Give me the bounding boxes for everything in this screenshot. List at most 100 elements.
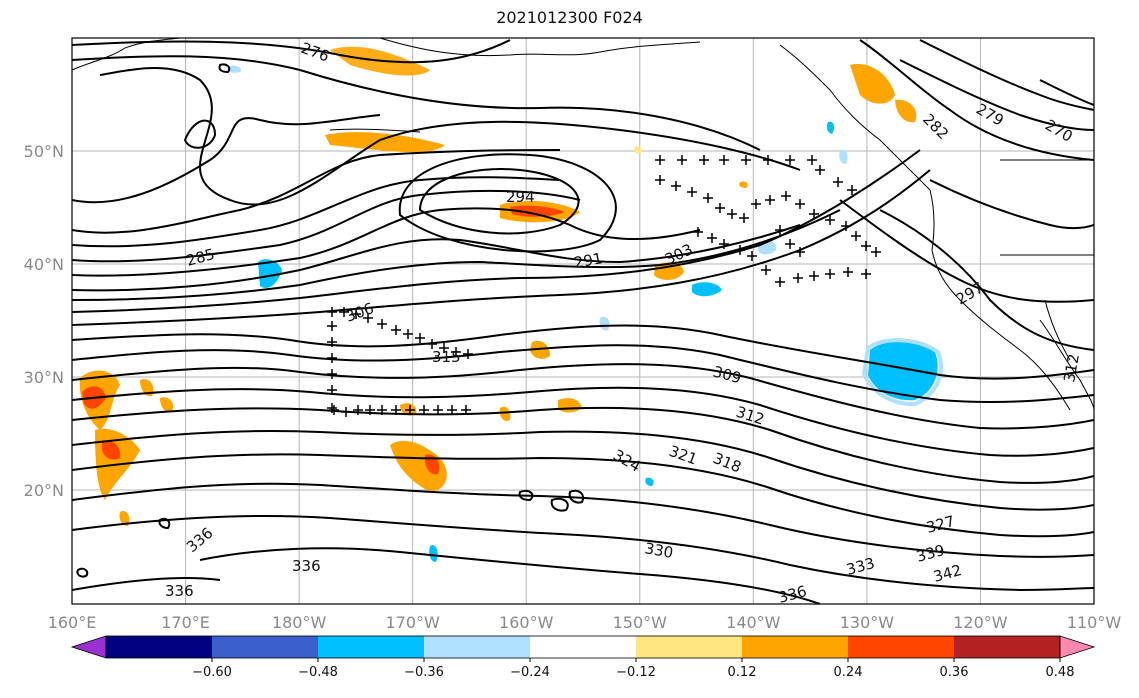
cool-patch — [826, 121, 835, 134]
colorbar-extend-high — [1059, 635, 1096, 659]
plus-marker — [327, 385, 337, 395]
plus-marker — [655, 175, 665, 185]
warm-patch — [102, 440, 121, 460]
plus-marker — [419, 405, 429, 415]
plus-marker — [439, 343, 449, 353]
colorbar-segment — [318, 636, 424, 658]
plus-marker — [433, 405, 443, 415]
plus-marker — [339, 307, 349, 317]
plus-marker — [751, 199, 761, 209]
plus-markers — [327, 155, 881, 417]
plus-marker — [719, 155, 729, 165]
lon-tick-label: 150°W — [613, 613, 668, 632]
plus-marker — [707, 233, 717, 243]
plus-marker — [693, 227, 703, 237]
colorbar-tick-label: −0.48 — [298, 665, 338, 680]
colorbar-segment — [636, 636, 742, 658]
warm-patch — [499, 406, 511, 422]
plus-marker — [785, 155, 795, 165]
contour-label: 336 — [292, 557, 321, 575]
warm-patch — [634, 146, 642, 154]
plus-marker — [655, 155, 665, 165]
plus-marker — [391, 405, 401, 415]
plus-marker — [451, 347, 461, 357]
plus-marker — [391, 325, 401, 335]
plus-marker — [327, 353, 337, 363]
plus-marker — [815, 165, 825, 175]
plus-marker — [833, 177, 843, 187]
longitude-tick-labels: 160°E 170°E 180°W 170°W 160°W 150°W 140°W 130°W… — [48, 613, 1122, 632]
plus-marker — [719, 239, 729, 249]
colorbar: −0.60 −0.48 −0.36 −0.24 −0.12 0.12 0.24 0.36 0.4… — [70, 635, 1096, 680]
lat-tick-label: 20°N — [24, 481, 64, 500]
warm-patch — [160, 397, 174, 413]
colorbar-tick-label: 0.12 — [728, 665, 757, 680]
plus-marker — [735, 245, 745, 255]
colorbar-extend-low — [70, 635, 107, 659]
plus-marker — [327, 369, 337, 379]
cool-patch — [839, 149, 848, 164]
plus-marker — [363, 313, 373, 323]
warm-patch — [510, 205, 565, 217]
plus-marker — [775, 277, 785, 287]
colorbar-segment — [954, 636, 1060, 658]
plus-marker — [405, 405, 415, 415]
plus-marker — [763, 155, 773, 165]
lat-tick-label: 40°N — [24, 255, 64, 274]
cool-patch — [692, 282, 722, 297]
plus-marker — [327, 337, 337, 347]
lon-tick-label: 140°W — [726, 613, 781, 632]
colorbar-tick-label: −0.60 — [192, 665, 232, 680]
plus-marker — [463, 349, 473, 359]
warm-patch — [424, 454, 440, 475]
plus-marker — [403, 329, 413, 339]
warm-patch — [530, 340, 550, 359]
plus-marker — [377, 319, 387, 329]
cool-patch — [429, 545, 438, 562]
plus-marker — [427, 339, 437, 349]
lon-tick-label: 170°W — [385, 613, 440, 632]
colorbar-segment — [424, 636, 530, 658]
latitude-tick-labels: 50°N 40°N 30°N 20°N — [24, 142, 64, 500]
colorbar-tick-label: −0.36 — [404, 665, 444, 680]
colorbar-segment — [848, 636, 954, 658]
plus-marker — [677, 155, 687, 165]
plus-marker — [795, 199, 805, 209]
plus-marker — [775, 225, 785, 235]
lon-tick-label: 120°W — [953, 613, 1008, 632]
lon-tick-label: 130°W — [840, 613, 895, 632]
plus-marker — [809, 271, 819, 281]
plus-marker — [761, 265, 771, 275]
coastlines — [72, 38, 1094, 411]
plus-marker — [795, 247, 805, 257]
plus-marker — [727, 209, 737, 219]
plus-marker — [329, 405, 339, 415]
plus-marker — [739, 213, 749, 223]
plus-marker — [851, 231, 861, 241]
plus-marker — [825, 269, 835, 279]
plus-marker — [825, 215, 835, 225]
lon-tick-label: 180°W — [272, 613, 327, 632]
contour-label: 336 — [776, 582, 808, 607]
plus-marker — [327, 321, 337, 331]
warm-patch — [390, 440, 447, 492]
warm-patch — [850, 64, 895, 104]
plus-marker — [327, 403, 337, 413]
lon-tick-label: 160°W — [499, 613, 554, 632]
warm-patch — [325, 132, 445, 153]
plus-marker — [351, 309, 361, 319]
colorbar-tick-label: 0.48 — [1046, 665, 1075, 680]
warm-patch — [119, 510, 130, 526]
plus-marker — [781, 191, 791, 201]
colorbar-tick-label: 0.36 — [940, 665, 969, 680]
plus-marker — [747, 251, 757, 261]
colorbar-tick-label: 0.24 — [834, 665, 863, 680]
plus-marker — [687, 187, 697, 197]
plot-frame — [71, 37, 1095, 605]
plus-marker — [365, 405, 375, 415]
plus-marker — [741, 155, 751, 165]
colorbar-segment — [212, 636, 318, 658]
plus-marker — [861, 269, 871, 279]
plus-marker — [341, 407, 351, 417]
cool-patch — [645, 477, 654, 486]
